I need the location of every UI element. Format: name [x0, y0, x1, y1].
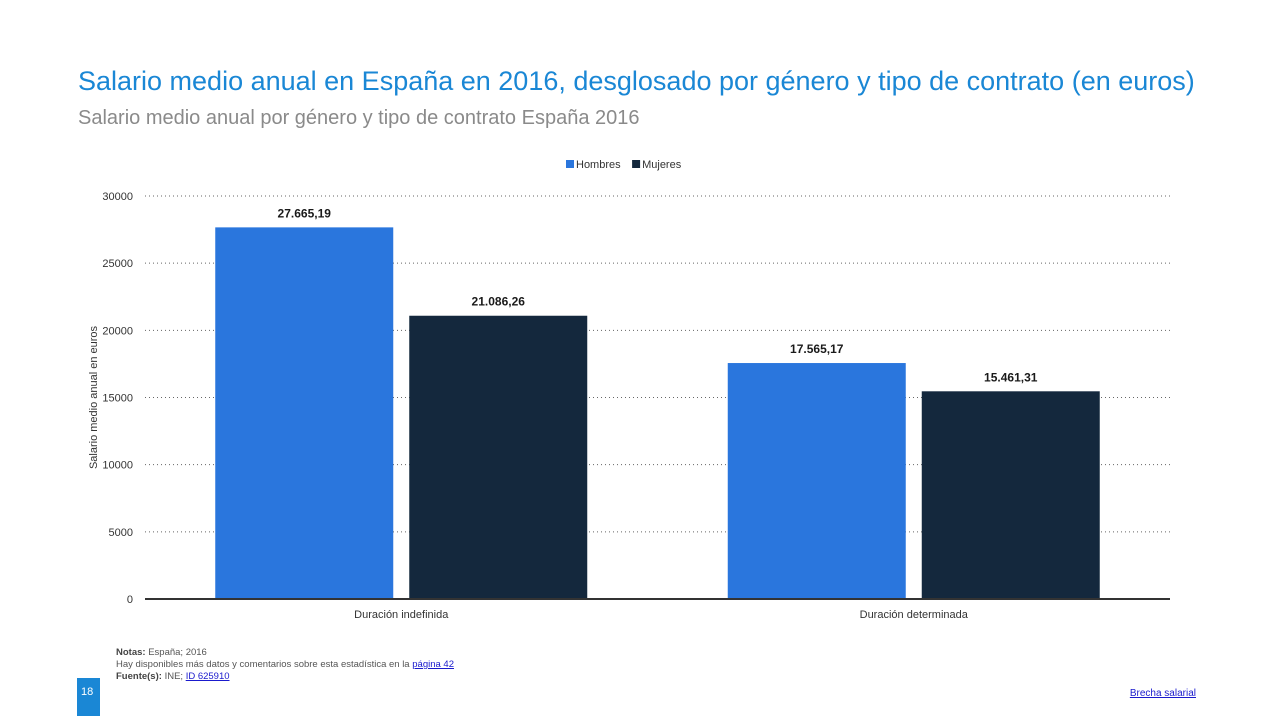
data-label: 21.086,26	[472, 295, 526, 309]
source-text: INE;	[164, 671, 184, 682]
y-tick-label: 25000	[102, 258, 133, 270]
data-label: 27.665,19	[278, 206, 332, 220]
page-subtitle: Salario medio anual por género y tipo de…	[78, 107, 640, 129]
data-label: 15.461,31	[984, 370, 1038, 384]
y-tick-label: 10000	[102, 460, 133, 472]
more-info-link[interactable]: página 42	[412, 659, 454, 670]
y-tick-label: 30000	[102, 191, 133, 203]
gridlines	[145, 195, 1170, 533]
x-tick-label: Duración indefinida	[354, 609, 449, 621]
page-number-badge: 18	[77, 678, 100, 716]
source-link[interactable]: ID 625910	[185, 671, 230, 682]
axes: 0 5000 10000 15000 20000 25000 30000 Salario me…	[88, 191, 1170, 621]
y-tick-label: 15000	[102, 393, 133, 405]
bar-chart: 27.665,19 21.086,26 17.565,17 15.461,31 0 50…	[88, 159, 1170, 621]
footer-topic-link[interactable]: Brecha salarial	[1129, 688, 1196, 699]
y-tick-label: 5000	[109, 527, 133, 539]
bar-mujeres	[409, 315, 588, 599]
bar-mujeres	[921, 391, 1100, 599]
bar-hombres	[727, 363, 906, 599]
legend-label-mujeres: Mujeres	[642, 159, 682, 171]
legend-swatch-mujeres	[632, 160, 641, 168]
source-line: Fuente(s): INE; ID 625910	[116, 671, 454, 683]
notes-label: Notas:	[116, 647, 146, 658]
data-label: 17.565,17	[790, 342, 844, 356]
y-axis-label: Salario medio anual en euros	[88, 325, 100, 469]
legend-swatch-hombres	[566, 160, 574, 168]
source-label: Fuente(s):	[116, 671, 162, 682]
legend-label-hombres: Hombres	[576, 159, 621, 171]
notes-line: Notas: España; 2016	[116, 647, 454, 659]
bars	[215, 227, 1100, 599]
notes-text: España; 2016	[148, 647, 207, 658]
legend[interactable]: Hombres Mujeres	[566, 159, 682, 171]
page-title: Salario medio anual en España en 2016, d…	[78, 66, 1195, 96]
more-info-text: Hay disponibles más datos y comentarios …	[116, 659, 410, 670]
more-info-line: Hay disponibles más datos y comentarios …	[116, 659, 454, 671]
chart-notes: Notas: España; 2016 Hay disponibles más …	[116, 647, 454, 683]
y-tick-label: 0	[127, 594, 133, 606]
data-labels: 27.665,19 21.086,26 17.565,17 15.461,31	[278, 206, 1038, 384]
bar-hombres	[215, 227, 394, 599]
x-tick-label: Duración determinada	[860, 609, 969, 621]
y-tick-label: 20000	[102, 325, 133, 337]
